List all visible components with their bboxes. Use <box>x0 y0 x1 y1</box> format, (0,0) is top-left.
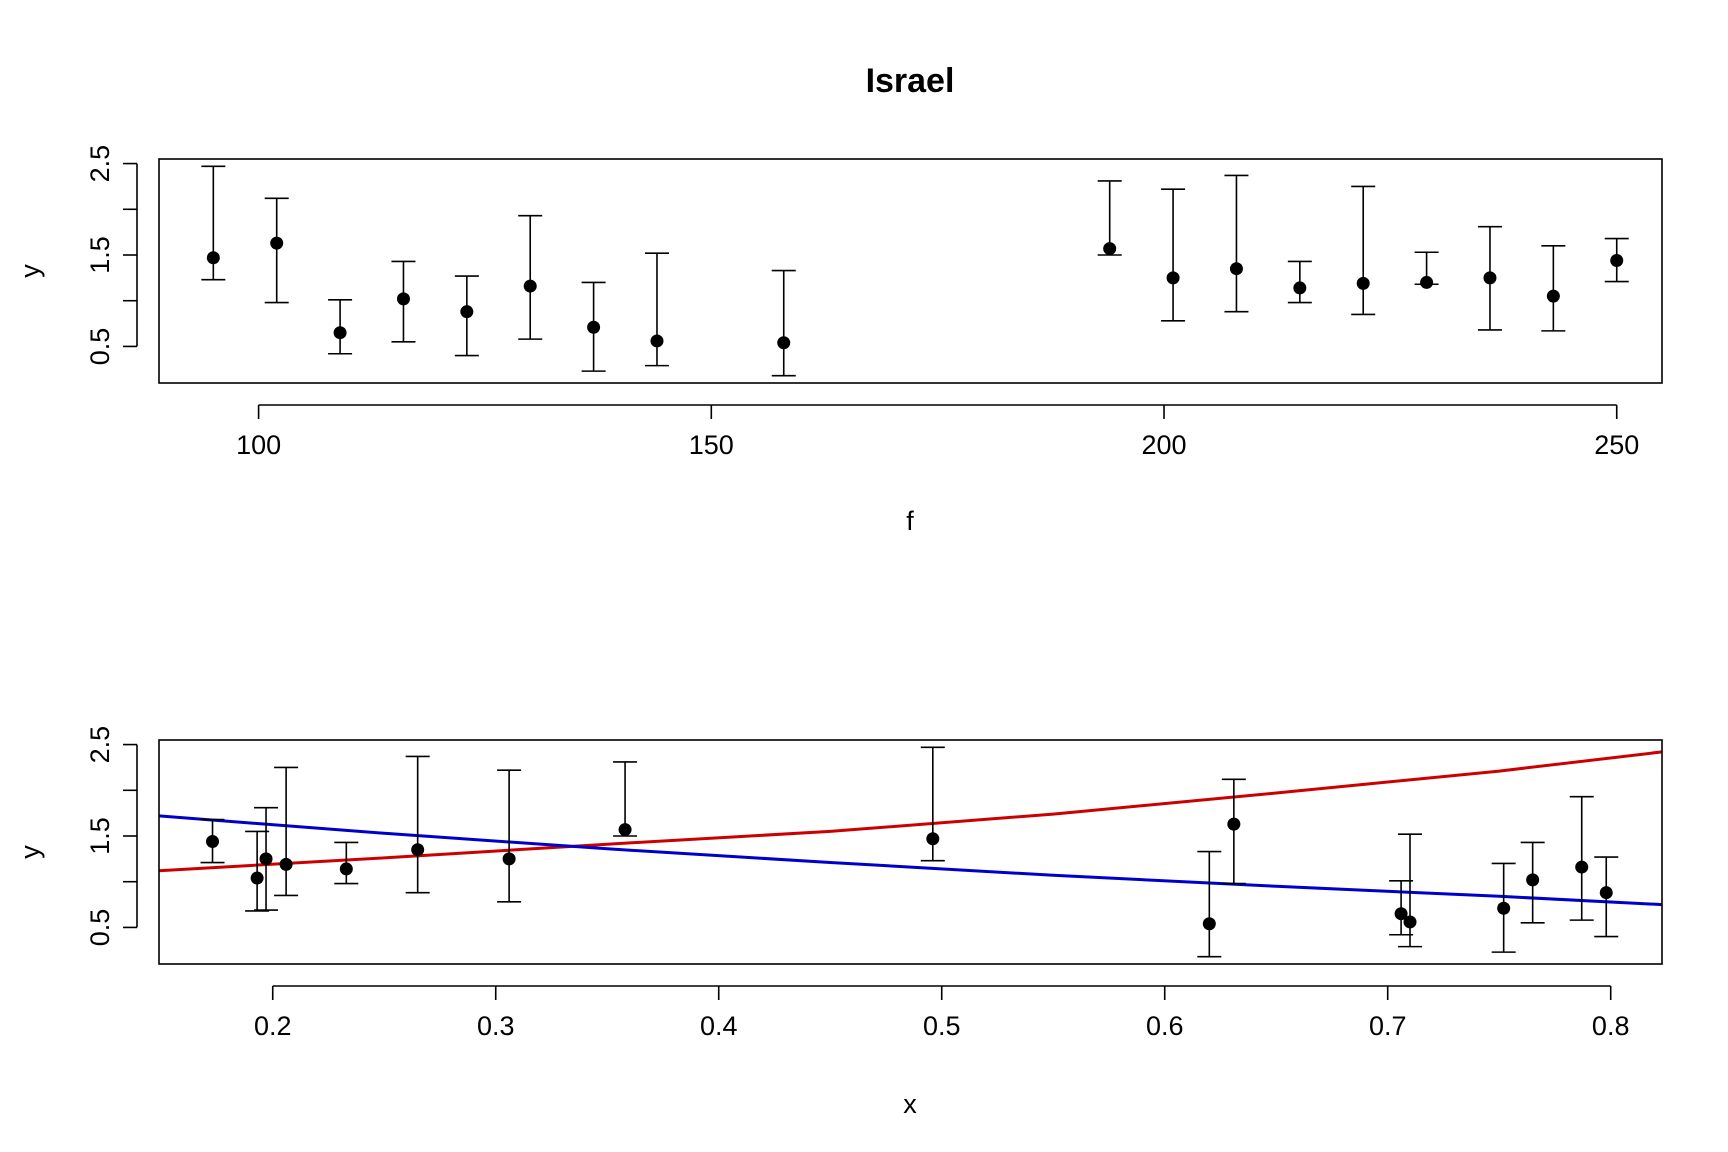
top-data-point <box>523 279 537 293</box>
top-panel-marks <box>201 165 1629 377</box>
bottom-error-bar <box>274 766 299 897</box>
top-y-tick-label: 2.5 <box>85 145 115 183</box>
top-error-bar <box>1351 185 1376 316</box>
bottom-panel: 0.2 0.3 0.4 0.5 0.6 0.7 0.8 0.5 1.5 2.5 x y <box>15 726 1663 1119</box>
top-x-tick-label: 200 <box>1141 430 1186 460</box>
top-y-axis: 0.5 1.5 2.5 <box>85 145 138 366</box>
bottom-panel-marks <box>158 746 1663 958</box>
bottom-data-point <box>1227 817 1241 831</box>
top-data-point <box>1356 276 1370 290</box>
bottom-plot-frame <box>158 739 1663 965</box>
bottom-x-axis-label: x <box>903 1089 917 1119</box>
top-data-point <box>1229 262 1243 276</box>
top-y-tick-label: 0.5 <box>85 328 115 366</box>
bottom-x-tick-label: 0.3 <box>477 1011 515 1041</box>
bottom-x-tick-label: 0.5 <box>923 1011 961 1041</box>
bottom-data-point <box>1575 860 1589 874</box>
bottom-y-axis-label: y <box>15 845 45 859</box>
top-data-point <box>650 334 664 348</box>
bottom-fit-line-red <box>158 750 1663 873</box>
top-error-bar <box>1161 188 1186 322</box>
top-data-point <box>396 292 410 306</box>
top-data-point <box>1483 271 1497 285</box>
bottom-error-bar <box>405 755 430 894</box>
top-x-tick-label: 150 <box>689 430 734 460</box>
bottom-x-axis: 0.2 0.3 0.4 0.5 0.6 0.7 0.8 <box>254 985 1630 1041</box>
bottom-error-bar <box>1221 778 1246 885</box>
bottom-data-point <box>259 852 273 866</box>
bottom-y-tick-label: 1.5 <box>85 817 115 855</box>
bottom-data-point <box>1394 907 1408 921</box>
bottom-data-point <box>1526 873 1540 887</box>
bottom-error-bar <box>497 769 522 903</box>
top-data-point <box>777 336 791 350</box>
bottom-data-point <box>279 857 293 871</box>
top-data-point <box>587 320 601 334</box>
bottom-data-point <box>502 852 516 866</box>
bottom-data-point <box>1202 917 1216 931</box>
top-plot-frame <box>158 158 1663 384</box>
top-data-point <box>1420 275 1434 289</box>
bottom-data-point <box>339 862 353 876</box>
top-y-axis-label: y <box>15 264 45 278</box>
top-data-point <box>1610 253 1624 267</box>
bottom-x-tick-label: 0.7 <box>1369 1011 1407 1041</box>
bottom-error-bar <box>245 830 270 912</box>
top-y-tick-label: 1.5 <box>85 236 115 274</box>
bottom-data-point <box>618 823 632 837</box>
top-panel: 100 150 200 250 0.5 1.5 2.5 f y <box>15 145 1663 536</box>
bottom-data-point <box>926 832 940 846</box>
top-error-bar <box>1224 174 1249 313</box>
top-x-tick-label: 100 <box>236 430 281 460</box>
top-data-point <box>1546 289 1560 303</box>
bottom-y-tick-label: 0.5 <box>85 909 115 947</box>
bottom-y-axis: 0.5 1.5 2.5 <box>85 726 138 947</box>
bottom-x-tick-label: 0.4 <box>700 1011 738 1041</box>
bottom-data-point <box>1403 915 1417 929</box>
top-data-point <box>333 326 347 340</box>
top-x-axis: 100 150 200 250 <box>236 404 1639 460</box>
bottom-x-tick-label: 0.2 <box>254 1011 292 1041</box>
top-error-bar <box>264 197 289 304</box>
top-data-point <box>1166 271 1180 285</box>
bottom-data-point <box>1497 901 1511 915</box>
bottom-data-point <box>250 871 264 885</box>
top-x-axis-label: f <box>906 506 914 536</box>
bottom-data-point <box>206 834 220 848</box>
top-data-point <box>460 305 474 319</box>
bottom-data-point <box>1599 886 1613 900</box>
bottom-error-bar <box>1569 795 1594 921</box>
top-data-point <box>1103 242 1117 256</box>
top-data-point <box>1293 281 1307 295</box>
top-x-tick-label: 250 <box>1594 430 1639 460</box>
bottom-data-point <box>411 843 425 857</box>
top-error-bar <box>1541 245 1566 332</box>
top-data-point <box>270 236 284 250</box>
top-error-bar <box>518 214 543 340</box>
top-data-point <box>206 251 220 265</box>
bottom-x-tick-label: 0.8 <box>1592 1011 1630 1041</box>
bottom-fit-line-blue <box>158 814 1663 907</box>
bottom-error-bar <box>1197 850 1222 958</box>
top-error-bar <box>771 269 796 377</box>
bottom-x-tick-label: 0.6 <box>1146 1011 1184 1041</box>
bottom-y-tick-label: 2.5 <box>85 726 115 764</box>
chart-title: Israel <box>866 62 955 100</box>
